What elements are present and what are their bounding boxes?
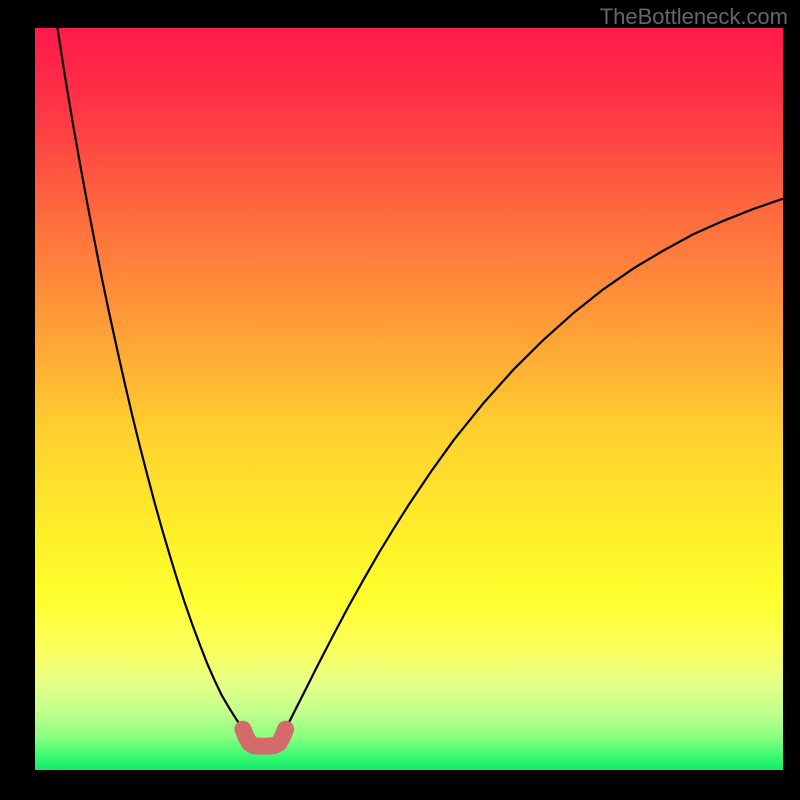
chart-overlay: [35, 28, 783, 770]
valley-highlight: [243, 729, 286, 746]
plot-area: [35, 28, 783, 770]
watermark-text: TheBottleneck.com: [600, 4, 788, 30]
chart-frame: TheBottleneck.com: [0, 0, 800, 800]
bottleneck-curve: [57, 28, 783, 729]
